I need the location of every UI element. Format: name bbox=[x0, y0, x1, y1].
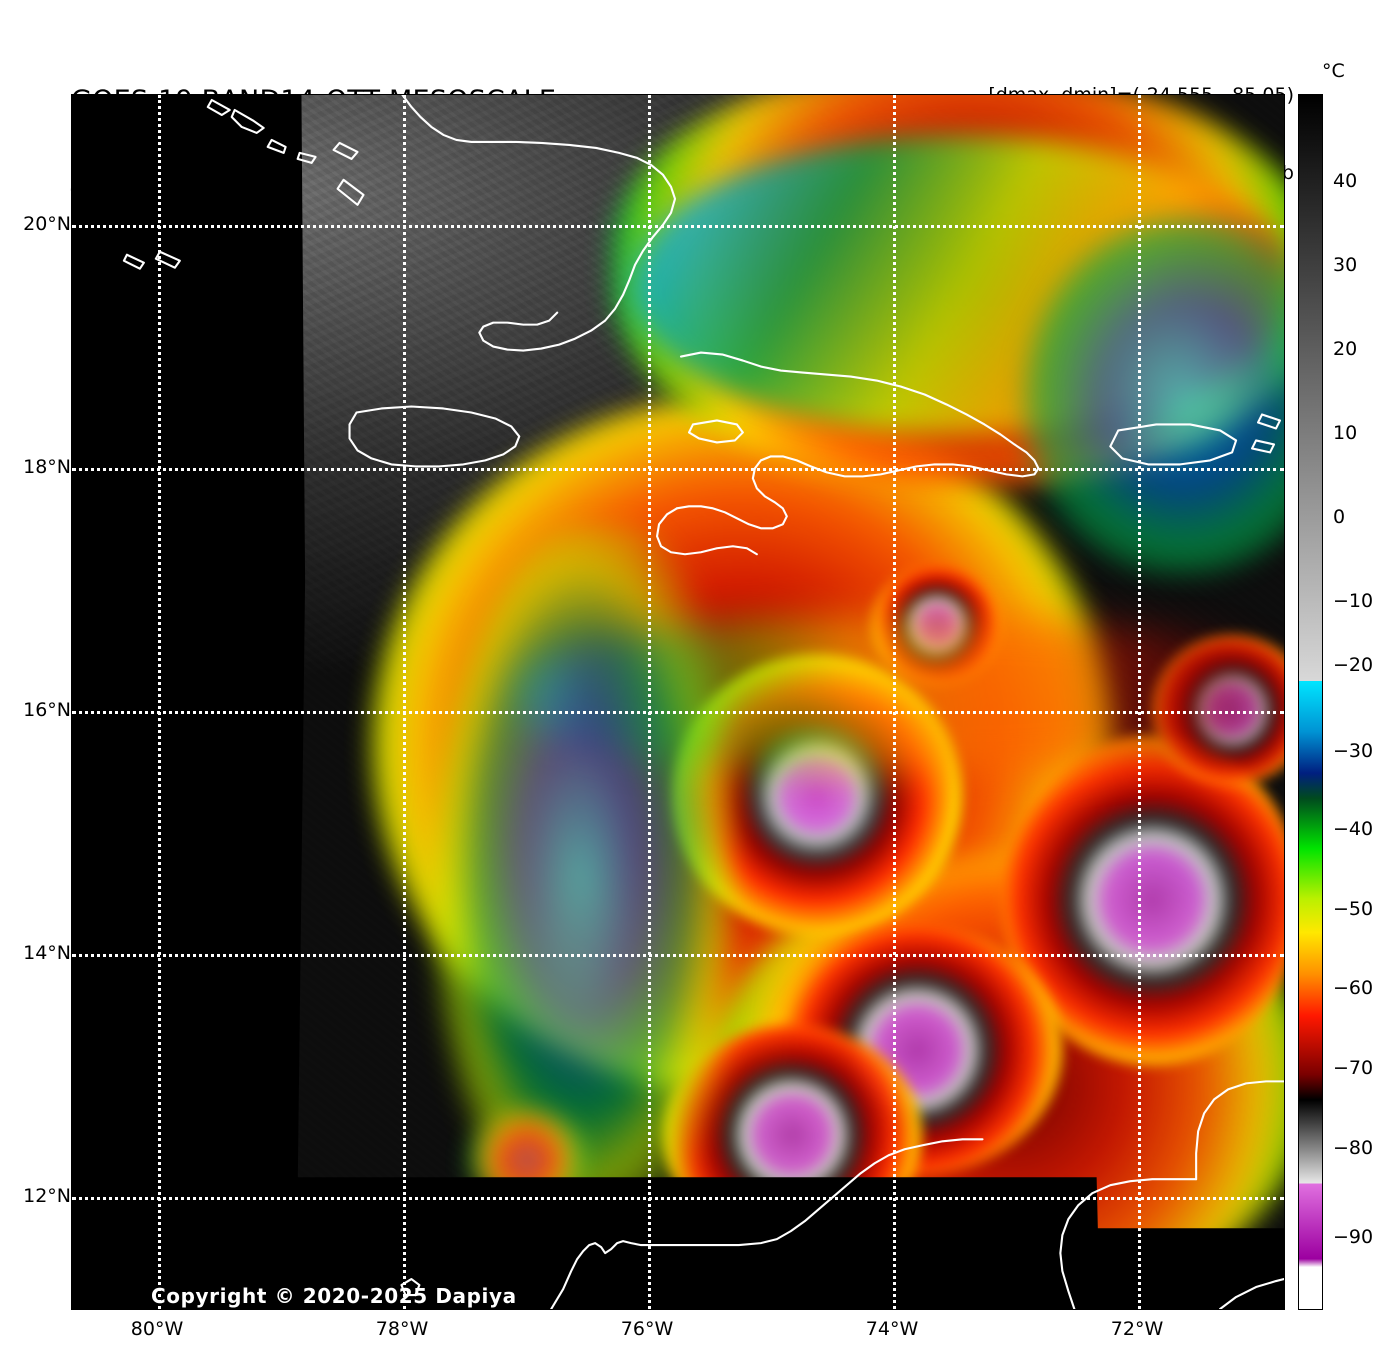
convective-spot-southwest bbox=[472, 1115, 582, 1205]
y-tick-label-20N: 20°N bbox=[23, 213, 71, 235]
colorbar-tick-30: 30 bbox=[1333, 254, 1358, 276]
x-tick-label-74W: 74°W bbox=[865, 1318, 919, 1340]
colorbar-tick-m30: −30 bbox=[1333, 740, 1374, 762]
gridline-lat-14N bbox=[72, 954, 1284, 957]
outer-band-northeast-cyan bbox=[1022, 215, 1284, 575]
colorbar-tick-m90: −90 bbox=[1333, 1226, 1374, 1248]
x-tick-label-76W: 76°W bbox=[620, 1318, 674, 1340]
colorbar-tick-m40: −40 bbox=[1333, 818, 1374, 840]
colorbar-tick-0: 0 bbox=[1333, 506, 1346, 528]
colorbar-tick-m50: −50 bbox=[1333, 898, 1374, 920]
satellite-plot-area[interactable]: Copyright © 2020-2025 Dapiya bbox=[71, 94, 1285, 1310]
gridline-lat-12N bbox=[72, 1197, 1284, 1200]
coast-south-america-east bbox=[1220, 1279, 1284, 1309]
colorbar-tick-m60: −60 bbox=[1333, 977, 1374, 999]
colorbar-tick-m80: −80 bbox=[1333, 1137, 1374, 1159]
coast-islet-a bbox=[124, 255, 144, 269]
y-tick-label-14N: 14°N bbox=[23, 942, 71, 964]
satellite-imagery-layer bbox=[72, 95, 1284, 1309]
y-tick-label-16N: 16°N bbox=[23, 699, 71, 721]
cirrus-edge-west bbox=[432, 525, 732, 1225]
colorbar-gradient bbox=[1299, 95, 1322, 1309]
colorbar-tick-40: 40 bbox=[1333, 170, 1358, 192]
colorbar-units-label: °C bbox=[1322, 60, 1345, 82]
gridline-lon-80W bbox=[158, 95, 161, 1309]
colorbar-tick-20: 20 bbox=[1333, 338, 1358, 360]
satellite-data-swath bbox=[297, 95, 1284, 1229]
colorbar-tick-m20: −20 bbox=[1333, 654, 1374, 676]
gridline-lat-20N bbox=[72, 225, 1284, 228]
gridline-lon-78W bbox=[403, 95, 406, 1309]
x-tick-label-72W: 72°W bbox=[1110, 1318, 1164, 1340]
y-tick-label-12N: 12°N bbox=[23, 1185, 71, 1207]
gridline-lat-18N bbox=[72, 468, 1284, 471]
coast-little-cayman bbox=[208, 100, 230, 115]
temperature-colorbar[interactable] bbox=[1298, 94, 1323, 1310]
gridline-lon-74W bbox=[893, 95, 896, 1309]
x-tick-label-78W: 78°W bbox=[375, 1318, 429, 1340]
coast-cayman-islands bbox=[232, 110, 264, 133]
cold-top-cluster-far-east bbox=[1152, 635, 1284, 785]
colorbar-tick-m70: −70 bbox=[1333, 1057, 1374, 1079]
gridline-lon-76W bbox=[648, 95, 651, 1309]
colorbar-tick-m10: −10 bbox=[1333, 590, 1374, 612]
x-tick-label-80W: 80°W bbox=[130, 1318, 184, 1340]
y-tick-label-18N: 18°N bbox=[23, 456, 71, 478]
colorbar-tick-10: 10 bbox=[1333, 422, 1358, 444]
coast-cayman-brac bbox=[268, 140, 286, 153]
copyright-notice: Copyright © 2020-2025 Dapiya bbox=[151, 1284, 517, 1308]
gridline-lat-16N bbox=[72, 711, 1284, 714]
gridline-lon-72W bbox=[1138, 95, 1141, 1309]
